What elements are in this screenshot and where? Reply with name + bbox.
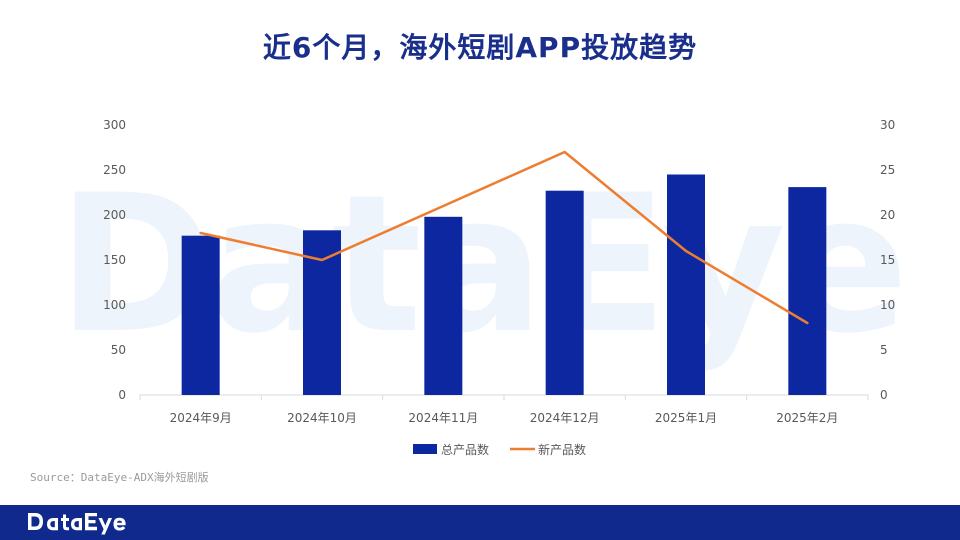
bar-5 <box>667 174 705 395</box>
right-tick-label: 30 <box>880 118 895 132</box>
left-tick-label: 300 <box>103 118 126 132</box>
left-tick-label: 50 <box>111 343 126 357</box>
bar-4 <box>545 190 584 395</box>
x-axis: 2024年9月 2024年10月 2024年11月 2024年12月 2025年1月 20… <box>139 395 869 425</box>
left-tick-label: 200 <box>103 208 126 222</box>
line-path <box>199 150 809 325</box>
left-tick-label: 100 <box>103 298 126 312</box>
left-tick-label: 250 <box>103 163 126 177</box>
right-tick-label: 5 <box>880 343 888 357</box>
right-axis: 0 5 10 15 20 25 30 <box>880 118 895 402</box>
x-tick-label: 2025年1月 <box>655 411 717 425</box>
bar-3 <box>424 216 463 395</box>
right-tick-label: 15 <box>880 253 895 267</box>
x-tick-label: 2025年2月 <box>776 411 838 425</box>
x-tick-label: 2024年9月 <box>170 411 232 425</box>
bar-series <box>181 174 827 395</box>
footer-bar <box>0 505 960 540</box>
right-tick-label: 10 <box>880 298 895 312</box>
right-tick-label: 20 <box>880 208 895 222</box>
legend: 总产品数 新产品数 <box>413 442 586 457</box>
right-tick-label: 25 <box>880 163 895 177</box>
left-tick-label: 150 <box>103 253 126 267</box>
legend-label-bar: 总产品数 <box>441 442 489 457</box>
bar-1 <box>181 235 220 395</box>
x-tick-label: 2024年11月 <box>408 411 478 425</box>
bar-6 <box>788 187 827 395</box>
source-note: Source：DataEye-ADX海外短剧版 <box>30 471 209 484</box>
x-tick-label: 2024年10月 <box>287 411 357 425</box>
page-title: 近6个月，海外短剧APP投放趋势 <box>262 31 698 64</box>
dataeye-logo <box>28 513 126 535</box>
left-tick-label: 0 <box>118 388 126 402</box>
left-axis: 0 50 100 150 200 250 300 <box>103 118 126 402</box>
x-tick-label: 2024年12月 <box>530 411 600 425</box>
right-tick-label: 0 <box>880 388 888 402</box>
legend-swatch-bar <box>413 444 437 454</box>
legend-label-line: 新产品数 <box>538 442 586 457</box>
line-series <box>199 150 809 325</box>
